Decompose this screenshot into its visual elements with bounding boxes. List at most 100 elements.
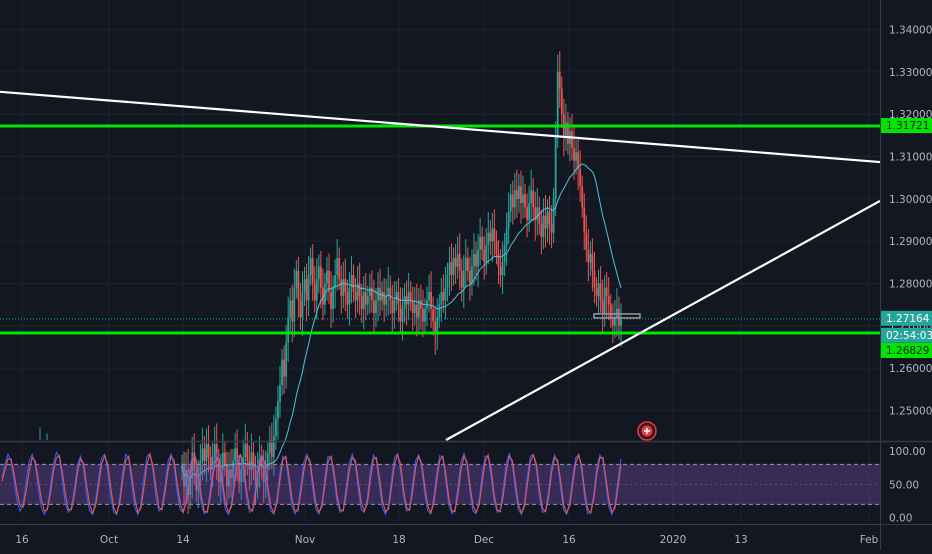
candle-body — [522, 194, 524, 204]
candle-body — [579, 169, 582, 187]
candle-body — [299, 300, 302, 318]
price-panel[interactable] — [0, 51, 881, 515]
price-tick-label: 1.25000 — [889, 405, 932, 417]
candle-body — [544, 215, 547, 229]
candle-body — [319, 266, 322, 288]
candle-body — [301, 291, 304, 318]
candle-body — [356, 283, 359, 301]
candle-body — [358, 283, 361, 297]
candle-body — [577, 152, 580, 170]
candle-body — [295, 270, 298, 288]
candle-body — [336, 258, 339, 275]
candle-body — [603, 287, 606, 314]
price-tag — [881, 118, 932, 134]
candle-body — [205, 444, 208, 462]
candle-body — [287, 317, 290, 343]
candle-body — [260, 456, 263, 466]
candle-body — [550, 224, 553, 233]
time-tick-label: 13 — [734, 534, 747, 546]
candle-body — [554, 135, 557, 199]
candle-body — [473, 253, 475, 267]
candle-body — [520, 186, 522, 204]
candle-body — [605, 287, 608, 297]
candle-body — [556, 71, 559, 136]
candle-body — [515, 190, 518, 199]
candle-body — [587, 249, 590, 263]
candle-body — [469, 270, 471, 284]
candle-body — [391, 300, 394, 314]
candle-body — [215, 444, 218, 462]
candle-body — [226, 465, 228, 487]
oscillator-panel[interactable] — [0, 450, 880, 516]
candle-body — [401, 308, 404, 322]
candle-body — [381, 291, 384, 301]
candle-body — [581, 186, 584, 208]
candle-body — [360, 296, 363, 309]
candle-body — [456, 253, 459, 267]
candle-body — [201, 448, 204, 462]
candle-body — [397, 291, 400, 305]
candle-body — [262, 465, 265, 483]
candle-body — [601, 300, 604, 314]
candle-body — [481, 236, 484, 250]
candle-body — [477, 249, 479, 267]
candle-body — [454, 258, 457, 267]
candle-body — [193, 452, 196, 470]
candle-body — [509, 194, 512, 212]
candle-body — [211, 456, 214, 470]
price-tick-label: 1.26000 — [889, 363, 932, 375]
oscillator-line — [1, 452, 622, 516]
candle-body — [246, 444, 249, 462]
candle-body — [352, 275, 355, 292]
candle-body — [460, 270, 463, 288]
time-tick-label: Nov — [295, 534, 316, 546]
candle-body — [207, 444, 210, 457]
price-tag — [881, 310, 932, 326]
candle-body — [540, 224, 543, 237]
candle-body — [464, 258, 467, 271]
time-tick-label: 14 — [176, 534, 190, 546]
candle-body — [279, 385, 281, 402]
candle-body — [399, 304, 402, 322]
candle-body — [462, 270, 465, 288]
price-range-marker — [593, 313, 641, 319]
candle-body — [285, 342, 288, 377]
candle-body — [471, 266, 473, 284]
candle-body — [266, 452, 269, 470]
candle-body — [191, 452, 194, 479]
candle-body — [438, 304, 441, 318]
candle-body — [293, 287, 296, 322]
candle-body — [217, 461, 220, 483]
candle-body — [511, 194, 514, 208]
candle-body — [240, 469, 243, 483]
candle-body — [348, 287, 351, 305]
candle-body — [289, 300, 292, 318]
candle-body — [589, 253, 592, 263]
candle-body — [607, 296, 610, 305]
time-tick-label: 16 — [562, 534, 576, 546]
candle-body — [489, 232, 492, 242]
price-tag-label: 1.26829 — [886, 345, 929, 357]
candle-body — [415, 304, 418, 318]
candle-body — [491, 228, 494, 242]
candle-body — [483, 249, 486, 263]
time-tick-label: 2020 — [660, 534, 687, 546]
candle-body — [232, 461, 234, 479]
price-tag-label: 1.27164 — [886, 313, 930, 325]
candle-body — [368, 287, 371, 297]
candle-body — [383, 291, 386, 305]
candle-body — [317, 266, 320, 280]
candle-body — [409, 291, 412, 301]
candle-body — [411, 300, 414, 314]
candle-body — [530, 190, 533, 204]
candle-body — [330, 291, 332, 309]
candle-body — [538, 207, 541, 225]
candle-body — [485, 245, 488, 263]
candle-body — [532, 190, 535, 208]
candle-body — [270, 440, 273, 457]
candle-body — [393, 300, 396, 314]
candle-body — [528, 203, 531, 220]
candle-body — [593, 270, 596, 288]
